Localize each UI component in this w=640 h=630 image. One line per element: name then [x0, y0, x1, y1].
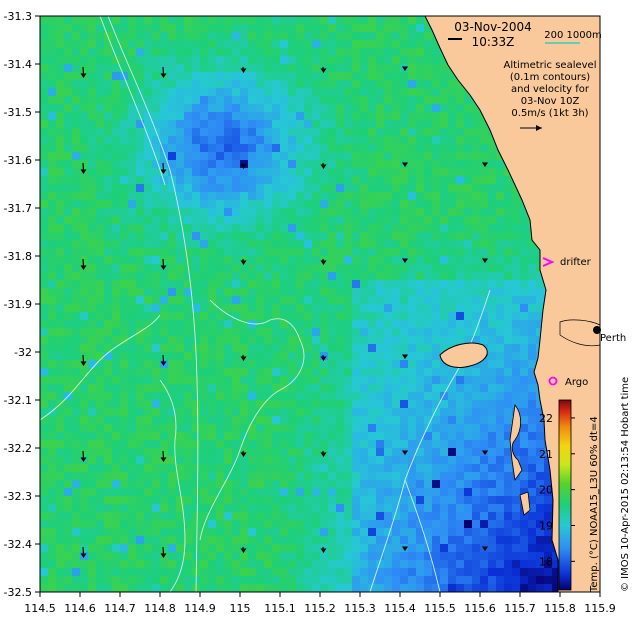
date-time-annotation: 03-Nov-2004 10:33Z — [448, 20, 532, 49]
velocity-arrow-head — [481, 258, 489, 263]
velocity-arrow-head — [481, 546, 489, 551]
velocity-arrow-head — [481, 450, 489, 455]
depth-scale-bar: 200 1000m — [544, 30, 602, 44]
velocity-arrow-head — [401, 546, 409, 551]
y-tick-label: -32.2 — [4, 442, 32, 455]
legend-line: and velocity for — [511, 84, 590, 95]
x-tick-label: 115.6 — [464, 602, 496, 615]
velocity-arrows — [80, 66, 489, 558]
legend-line: (0.1m contours) — [510, 72, 590, 83]
velocity-arrow-head — [401, 162, 409, 167]
x-tick-label: 115.1 — [264, 602, 296, 615]
x-tick-label: 115.5 — [424, 602, 456, 615]
legend-line: 03-Nov 10Z — [521, 96, 580, 107]
velocity-arrow-head — [80, 457, 87, 462]
drifter-marker: drifter — [542, 257, 592, 268]
velocity-arrow-head — [240, 164, 247, 169]
x-tick-label: 115.2 — [304, 602, 336, 615]
velocity-arrow-head — [481, 162, 489, 167]
x-axis-ticks: 114.5 114.6 114.7 114.8 114.9 115 115.1 115.2 11… — [24, 592, 616, 615]
y-tick-label: -31.3 — [4, 10, 32, 23]
velocity-arrow-head — [160, 457, 167, 462]
velocity-arrow-head — [80, 361, 87, 366]
velocity-arrow-head — [160, 169, 167, 174]
colorbar-tick-label: 22 — [539, 412, 553, 425]
velocity-arrow-head — [401, 66, 409, 71]
velocity-arrow-head — [240, 452, 247, 457]
velocity-arrow-head — [160, 265, 167, 270]
y-tick-label: -31.9 — [4, 298, 32, 311]
x-tick-label: 115.3 — [344, 602, 376, 615]
y-tick-label: -32.4 — [4, 538, 32, 551]
x-tick-label: 114.8 — [144, 602, 176, 615]
colorbar: 18 19 20 21 22 Temp. (°C) NOAA15_L3U 60% dt=… — [539, 399, 600, 593]
velocity-arrow-head — [401, 258, 409, 263]
argo-label: Argo — [565, 377, 588, 388]
y-tick-label: -32 — [14, 346, 32, 359]
velocity-arrow-head — [240, 68, 247, 73]
sealevel-contours — [40, 16, 491, 592]
y-tick-label: -32.5 — [4, 586, 32, 599]
legend-line: 0.5m/s (1kt 3h) — [511, 108, 588, 119]
colorbar-tick-label: 18 — [539, 555, 553, 568]
x-tick-label: 114.6 — [64, 602, 96, 615]
credit-label: © IMOS 10-Apr-2015 02:13:54 Hobart time — [620, 377, 631, 592]
velocity-arrow-head — [320, 452, 327, 457]
velocity-arrow-head — [320, 356, 327, 361]
velocity-arrow-head — [401, 354, 409, 359]
colorbar-tick-label: 19 — [539, 519, 553, 532]
x-tick-label: 115.7 — [504, 602, 536, 615]
y-tick-label: -31.6 — [4, 154, 32, 167]
velocity-arrow-head — [240, 260, 247, 265]
date-label: 03-Nov-2004 — [454, 20, 532, 34]
velocity-arrow-head — [320, 260, 327, 265]
y-tick-label: -32.1 — [4, 394, 32, 407]
x-tick-label: 114.5 — [24, 602, 56, 615]
velocity-arrow-head — [80, 553, 87, 558]
velocity-arrow-head — [320, 164, 327, 169]
velocity-arrow-head — [401, 450, 409, 455]
velocity-arrow-head — [240, 356, 247, 361]
scale-bar-label: 200 1000m — [544, 30, 601, 41]
y-tick-label: -31.7 — [4, 202, 32, 215]
colorbar-ticks: 18 19 20 21 22 — [539, 412, 575, 568]
y-tick-label: -31.4 — [4, 58, 32, 71]
x-tick-label: 115.9 — [584, 602, 616, 615]
x-tick-label: 114.9 — [184, 602, 216, 615]
time-label: 10:33Z — [472, 35, 515, 49]
colorbar-tick-label: 20 — [539, 484, 553, 497]
velocity-arrow-head — [80, 73, 87, 78]
x-tick-label: 115 — [230, 602, 251, 615]
x-tick-label: 115.8 — [544, 602, 576, 615]
drifter-label: drifter — [560, 257, 592, 268]
velocity-arrow-head — [160, 553, 167, 558]
y-tick-label: -31.5 — [4, 106, 32, 119]
coastline-land — [424, 15, 601, 593]
velocity-legend: Altimetric sealevel (0.1m contours) and ve… — [504, 60, 597, 131]
velocity-arrow-head — [160, 73, 167, 78]
velocity-arrow-head — [80, 265, 87, 270]
velocity-arrow-head — [320, 68, 327, 73]
velocity-arrow-head — [160, 361, 167, 366]
velocity-arrow-head — [240, 548, 247, 553]
y-tick-label: -31.8 — [4, 250, 32, 263]
city-label: Perth — [600, 333, 626, 344]
credit-text: © IMOS 10-Apr-2015 02:13:54 Hobart time — [620, 377, 631, 592]
colorbar-tick-label: 21 — [539, 448, 553, 461]
legend-line: Altimetric sealevel — [504, 60, 597, 71]
x-tick-label: 114.7 — [104, 602, 136, 615]
colorbar-label: Temp. (°C) NOAA15_L3U 60% dt=4 — [589, 416, 600, 593]
velocity-arrow-head — [320, 548, 327, 553]
y-tick-label: -32.3 — [4, 490, 32, 503]
argo-marker: Argo — [548, 376, 588, 388]
x-tick-label: 115.4 — [384, 602, 416, 615]
velocity-arrow-head — [80, 169, 87, 174]
perth-marker: Perth — [593, 326, 626, 344]
y-axis-ticks: -31.3 -31.4 -31.5 -31.6 -31.7 -31.8 -31.9 -32 -3… — [4, 10, 40, 599]
